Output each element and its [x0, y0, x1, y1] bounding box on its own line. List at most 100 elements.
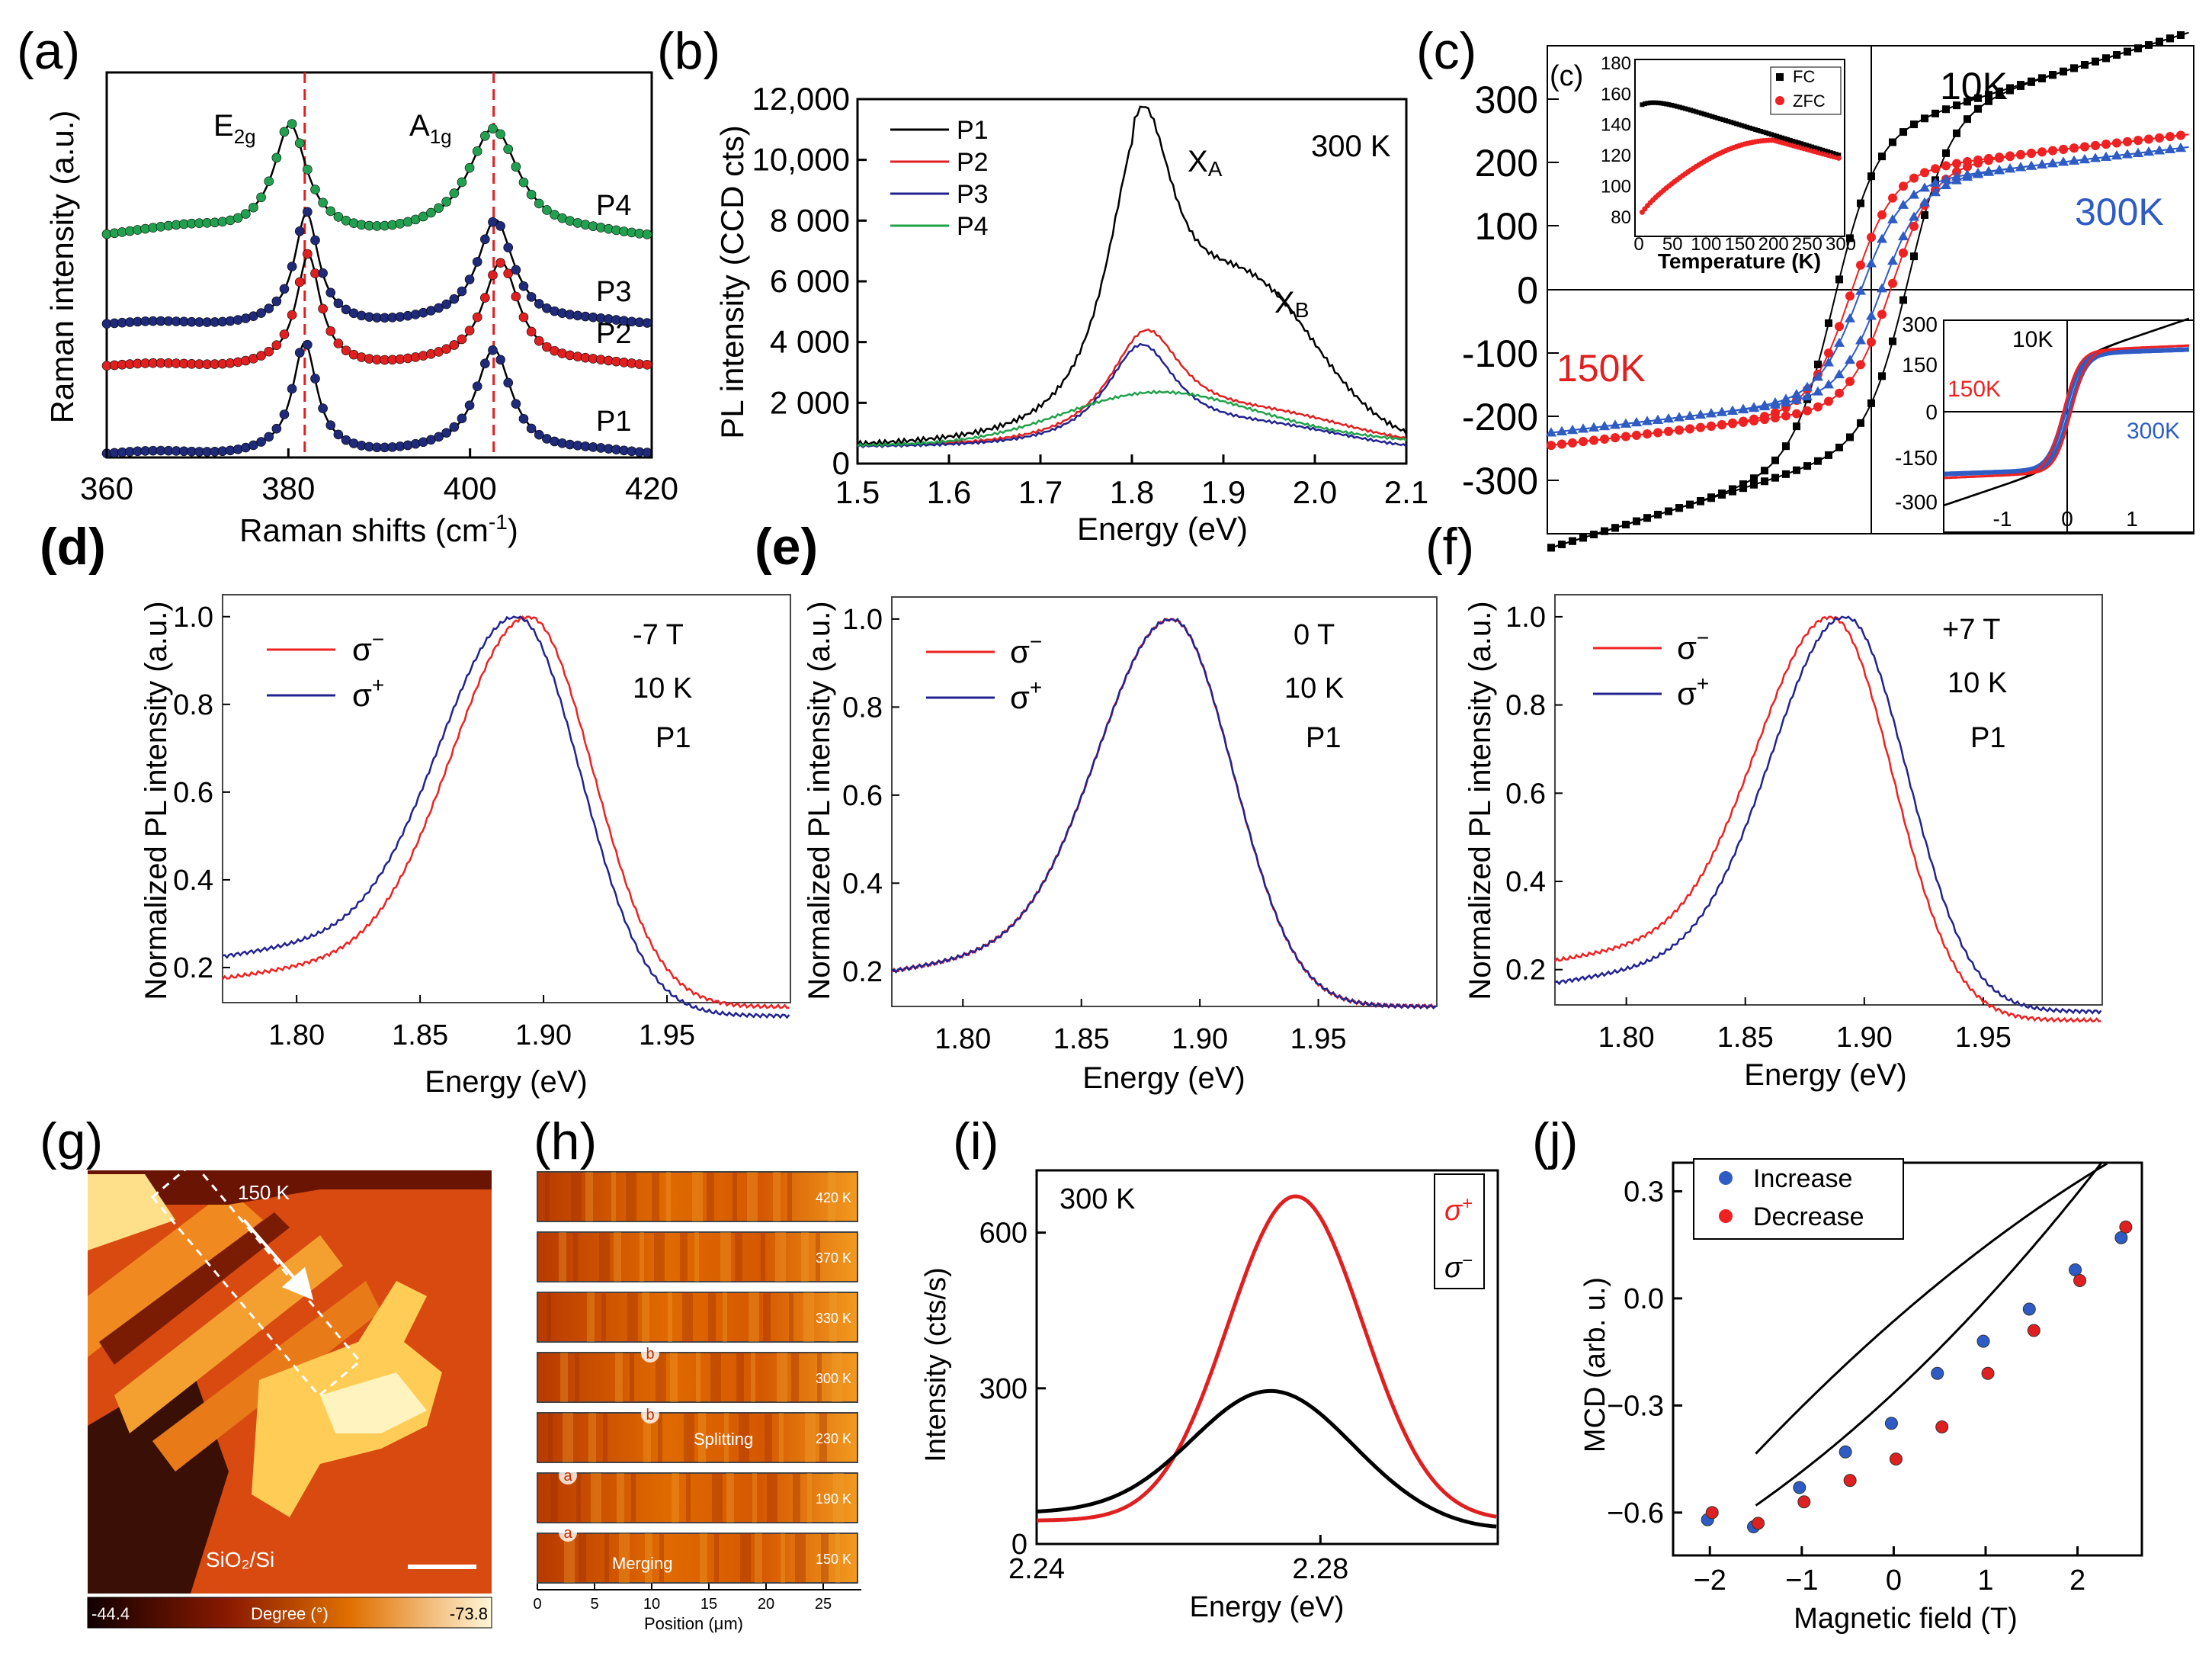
chart-j-xtick-label: 1 — [1977, 1565, 1993, 1597]
chart-a-point-P4 — [279, 127, 290, 137]
chart-a-series-label-P3: P3 — [596, 276, 631, 308]
chart-c-point-10K — [1558, 540, 1566, 548]
chart-h-xtick-label: 15 — [700, 1596, 717, 1613]
chart-h-row-streak — [545, 1172, 550, 1221]
chart-h-row-streak — [723, 1292, 727, 1342]
panel-label-b: (b) — [657, 22, 720, 80]
chart-c-point-10K — [1857, 199, 1864, 207]
chart-g-stripe-dark — [99, 1212, 290, 1365]
chart-d-ytick-label: 0.8 — [173, 689, 213, 721]
chart-j-point-decrease — [1889, 1452, 1903, 1466]
chart-c-inset-top-xtick: 250 — [1792, 234, 1822, 255]
chart-c-point-150K — [1984, 153, 1993, 163]
chart-c-point-10K — [1793, 422, 1800, 431]
chart-c-point-150K — [1952, 159, 1961, 169]
chart-c-inset-top-fc-point — [1659, 101, 1664, 106]
chart-c-inset-top-fc-point — [1696, 110, 1701, 115]
chart-c-inset-top-fc-point — [1645, 101, 1650, 106]
chart-j-point-decrease — [2119, 1220, 2133, 1234]
chart-c-ytick-label: -300 — [1462, 460, 1538, 502]
chart-e-xtick-label: 1.80 — [934, 1023, 991, 1055]
chart-a-point-P4 — [503, 144, 514, 154]
chart-b-annotation: 300 K — [1311, 130, 1391, 163]
chart-c-point-300K — [1941, 174, 1951, 184]
chart-b-xtick-label: 1.6 — [927, 474, 971, 510]
chart-g-colorbar-min: -44.4 — [91, 1604, 130, 1623]
chart-c-point-150K — [1824, 348, 1833, 358]
chart-c-inset-top-fc-point — [1650, 100, 1656, 105]
chart-i-series-sigma-plus — [1037, 1194, 1497, 1523]
chart-c-point-300K — [2058, 156, 2069, 166]
chart-d-xlabel: Energy (eV) — [425, 1065, 587, 1099]
chart-h-row-streak — [696, 1353, 700, 1402]
chart-j-xtick-label: 2 — [2069, 1565, 2085, 1597]
chart-h-row-streak — [707, 1172, 714, 1221]
chart-a-ylabel: Raman intensity (a.u.) — [44, 111, 80, 424]
chart-c-point-10K — [1707, 493, 1715, 502]
chart-e-frame — [891, 596, 1438, 1007]
chart-i-legend-box — [1434, 1173, 1485, 1289]
chart-a-point-P3 — [464, 274, 475, 284]
chart-c-point-300K — [1567, 425, 1578, 435]
chart-h-row-streak — [611, 1172, 616, 1221]
chart-a-point-P2 — [542, 342, 552, 352]
chart-c-point-300K — [2122, 149, 2133, 159]
chart-a-point-P3 — [526, 292, 537, 302]
chart-d-ytick-label: 0.4 — [173, 865, 213, 897]
chart-c-point-150K — [1579, 437, 1588, 447]
chart-e-ytick-label: 0.8 — [842, 692, 883, 724]
chart-j-point-increase — [1793, 1481, 1806, 1494]
chart-c-inset-bottom-loop — [1944, 344, 2189, 480]
chart-f-temperature: 10 K — [1948, 667, 2007, 699]
chart-a-point-P1 — [287, 384, 297, 394]
chart-h-row-streak — [591, 1473, 601, 1523]
chart-c-inset-top-fc-point — [1798, 141, 1803, 146]
chart-i-ytick-label: 300 — [979, 1373, 1027, 1405]
chart-h-row-1 — [537, 1231, 858, 1282]
chart-c-point-10K — [1867, 399, 1875, 407]
chart-e-sample: P1 — [1306, 722, 1341, 754]
chart-c-point-300K — [1556, 425, 1567, 435]
chart-c-inset-top-fc-point — [1777, 134, 1782, 140]
chart-c-point-10K — [1846, 234, 1854, 242]
chart-h-row-streak — [789, 1292, 793, 1342]
chart-c-point-150K — [1877, 210, 1887, 220]
chart-a-point-P3 — [434, 303, 444, 313]
chart-c-inset-top-fc-point — [1640, 102, 1645, 108]
chart-a-point-P1 — [642, 448, 652, 457]
chart-a-point-P4 — [642, 229, 652, 239]
chart-a-xtick-label: 380 — [261, 470, 315, 506]
chart-c-inset-bottom-label-300k: 300K — [2127, 419, 2180, 444]
chart-h-row-streak — [821, 1533, 829, 1583]
chart-c-point-300K — [1941, 180, 1951, 190]
chart-c-inset-top-xtick: 150 — [1724, 234, 1755, 255]
chart-j-fit-1 — [1755, 1162, 2103, 1507]
chart-c-inset-top-fc-point — [1666, 102, 1672, 108]
chart-j-point-increase — [1931, 1366, 1944, 1380]
chart-c-point-10K — [1569, 537, 1576, 545]
chart-a-point-P2 — [264, 346, 274, 357]
chart-c-inset-top-fc-point — [1758, 129, 1763, 134]
chart-a-point-P3 — [271, 296, 282, 307]
chart-c-point-300K — [1962, 169, 1973, 179]
chart-c-point-150K — [1899, 248, 1908, 258]
chart-c-point-10K — [2070, 64, 2078, 72]
chart-f: 1.80 1.85 1.90 1.95 0.2 0.4 0.6 0.8 1.0 +7 T 10 … — [1463, 594, 2103, 1092]
chart-d-temperature: 10 K — [633, 672, 692, 705]
chart-c-inset-top-fc-point — [1717, 116, 1723, 121]
chart-j-legend-decrease-marker — [1719, 1209, 1733, 1223]
chart-b-ytick-label: 12,000 — [752, 81, 850, 117]
chart-c-point-10K — [1761, 477, 1768, 486]
chart-d-xtick-label: 1.80 — [268, 1019, 325, 1051]
chart-c-point-300K — [2165, 143, 2175, 153]
chart-h-row-streak — [775, 1232, 786, 1282]
chart-c-inset-top-fc-point — [1750, 126, 1755, 131]
chart-a-point-P3 — [511, 265, 521, 275]
chart-i-legend-sigma-minus: σ− — [1444, 1250, 1473, 1284]
chart-j-ylabel: MCD (arb. u.) — [1579, 1277, 1611, 1452]
chart-c-point-150K — [1547, 441, 1556, 451]
chart-c-point-300K — [1695, 409, 1706, 419]
chart-c-point-150K — [1653, 428, 1662, 438]
chart-h-row-2 — [537, 1292, 858, 1343]
